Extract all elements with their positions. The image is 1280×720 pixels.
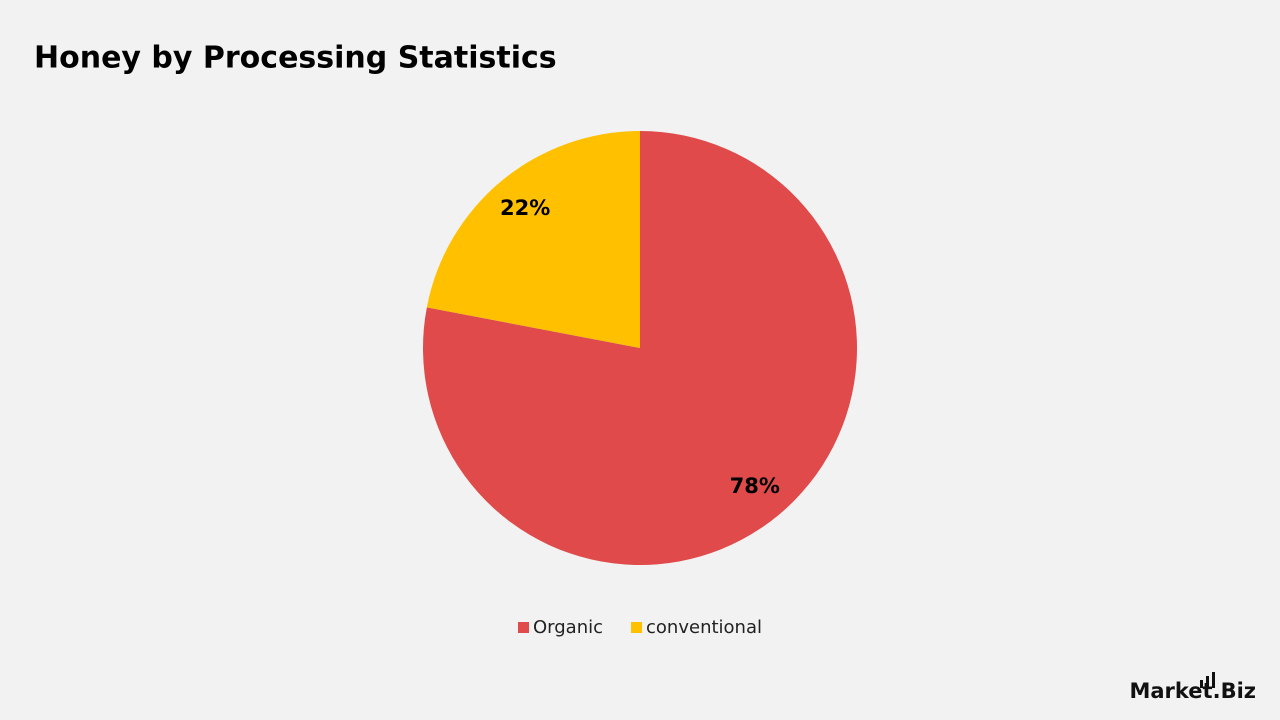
legend-label: conventional <box>646 617 762 638</box>
legend: Organic conventional <box>518 617 762 638</box>
logo: Market.Biz <box>1129 679 1256 703</box>
legend-swatch <box>518 622 530 633</box>
data-label: 22% <box>500 196 550 220</box>
pie-slice <box>426 131 640 348</box>
logo-icon <box>1200 672 1215 688</box>
legend-label: Organic <box>533 617 603 638</box>
data-label: 78% <box>730 474 780 498</box>
chart-title: Honey by Processing Statistics <box>34 41 557 76</box>
legend-swatch <box>631 622 643 633</box>
